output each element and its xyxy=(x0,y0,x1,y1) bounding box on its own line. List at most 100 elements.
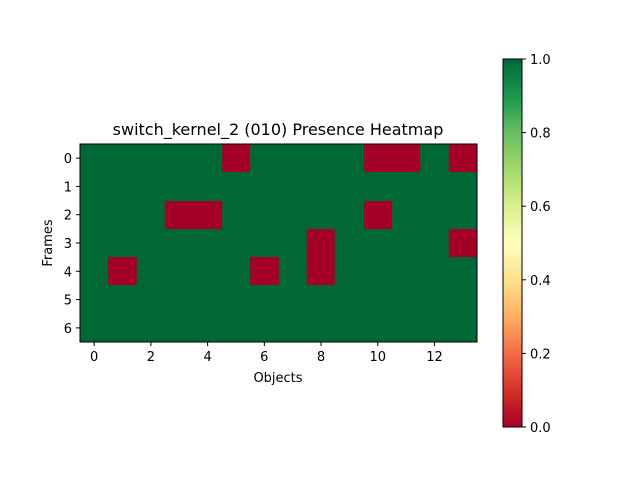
heatmap-cell xyxy=(193,144,222,172)
heatmap-cell xyxy=(137,201,165,229)
heatmap-cell xyxy=(449,172,477,201)
heatmap-cell xyxy=(80,172,108,201)
heatmap-cell xyxy=(165,144,193,172)
heatmap-cell xyxy=(108,257,137,285)
heatmap-cell xyxy=(137,257,165,285)
heatmap-cell xyxy=(335,144,364,172)
heatmap-cell xyxy=(279,229,307,257)
y-tick-label: 0 xyxy=(64,152,72,167)
heatmap-cell xyxy=(80,285,108,314)
heatmap-cell xyxy=(364,314,392,342)
x-axis: 0 2 4 6 8 10 12 xyxy=(90,342,443,365)
heatmap-cell xyxy=(335,257,364,285)
colorbar-tick-label: 0.2 xyxy=(530,347,551,362)
heatmap-cell xyxy=(279,144,307,172)
heatmap-cell xyxy=(250,144,279,172)
heatmap-cell xyxy=(108,144,137,172)
heatmap-cell xyxy=(80,257,108,285)
heatmap-cell xyxy=(364,229,392,257)
heatmap-cell xyxy=(364,285,392,314)
heatmap-cell xyxy=(307,229,335,257)
y-axis-label: Frames xyxy=(41,219,56,267)
heatmap-cell xyxy=(137,144,165,172)
heatmap-cell xyxy=(279,172,307,201)
x-tick-label: 4 xyxy=(203,350,211,365)
heatmap-cell xyxy=(165,257,193,285)
heatmap-cell xyxy=(222,144,250,172)
heatmap-cell xyxy=(392,285,420,314)
heatmap-cell xyxy=(222,172,250,201)
heatmap-cell xyxy=(165,314,193,342)
heatmap-cell xyxy=(222,201,250,229)
heatmap-cell xyxy=(222,229,250,257)
heatmap-cell xyxy=(279,285,307,314)
heatmap-cell xyxy=(222,285,250,314)
heatmap-cell xyxy=(335,172,364,201)
y-tick-label: 4 xyxy=(64,265,72,280)
heatmap-cell xyxy=(108,229,137,257)
heatmap-cell xyxy=(420,172,449,201)
colorbar-axis: 0.0 0.2 0.4 0.6 0.8 1.0 xyxy=(522,53,551,436)
heatmap-cell xyxy=(449,314,477,342)
colorbar-tick-label: 0.4 xyxy=(530,274,551,289)
heatmap-cell xyxy=(108,201,137,229)
heatmap-cell xyxy=(364,144,392,172)
chart-title: switch_kernel_2 (010) Presence Heatmap xyxy=(113,120,444,140)
heatmap-cell xyxy=(108,314,137,342)
heatmap-cell xyxy=(364,172,392,201)
heatmap-cells xyxy=(80,144,477,342)
heatmap-cell xyxy=(250,229,279,257)
y-tick-label: 1 xyxy=(64,180,72,195)
heatmap-cell xyxy=(392,144,420,172)
heatmap-cell xyxy=(307,172,335,201)
heatmap-cell xyxy=(307,285,335,314)
heatmap-cell xyxy=(193,314,222,342)
heatmap-cell xyxy=(449,257,477,285)
heatmap-cell xyxy=(250,257,279,285)
heatmap-cell xyxy=(392,257,420,285)
x-tick-label: 12 xyxy=(426,350,443,365)
colorbar xyxy=(502,58,523,428)
heatmap-cell xyxy=(420,144,449,172)
heatmap-cell xyxy=(80,144,108,172)
heatmap-cell xyxy=(364,257,392,285)
heatmap-cell xyxy=(137,229,165,257)
heatmap-cell xyxy=(137,172,165,201)
heatmap-cell xyxy=(193,201,222,229)
x-tick-label: 0 xyxy=(90,350,98,365)
heatmap-cell xyxy=(279,257,307,285)
y-tick-label: 2 xyxy=(64,209,72,224)
heatmap-cell xyxy=(307,144,335,172)
x-tick-label: 2 xyxy=(147,350,155,365)
heatmap-cell xyxy=(420,201,449,229)
y-tick-label: 6 xyxy=(64,322,72,337)
heatmap-cell xyxy=(193,172,222,201)
heatmap-cell xyxy=(279,201,307,229)
heatmap-cell xyxy=(392,314,420,342)
y-tick-label: 3 xyxy=(64,237,72,252)
heatmap-cell xyxy=(193,285,222,314)
heatmap-cell xyxy=(307,314,335,342)
heatmap-cell xyxy=(335,285,364,314)
heatmap-cell xyxy=(420,229,449,257)
heatmap-cell xyxy=(335,314,364,342)
x-tick-label: 10 xyxy=(369,350,386,365)
y-axis: 0 1 2 3 4 5 6 xyxy=(64,152,80,337)
heatmap-cell xyxy=(420,285,449,314)
heatmap-cell xyxy=(307,257,335,285)
heatmap-cell xyxy=(165,229,193,257)
heatmap-cell xyxy=(335,229,364,257)
colorbar-tick-label: 0.6 xyxy=(530,200,551,215)
heatmap-cell xyxy=(307,201,335,229)
heatmap-cell xyxy=(108,172,137,201)
heatmap-cell xyxy=(137,314,165,342)
heatmap-cell xyxy=(392,229,420,257)
heatmap-cell xyxy=(449,144,477,172)
x-tick-label: 8 xyxy=(317,350,325,365)
heatmap-cell xyxy=(420,257,449,285)
heatmap-cell xyxy=(193,257,222,285)
heatmap-cell xyxy=(250,172,279,201)
heatmap-cell xyxy=(392,172,420,201)
heatmap-cell xyxy=(250,285,279,314)
